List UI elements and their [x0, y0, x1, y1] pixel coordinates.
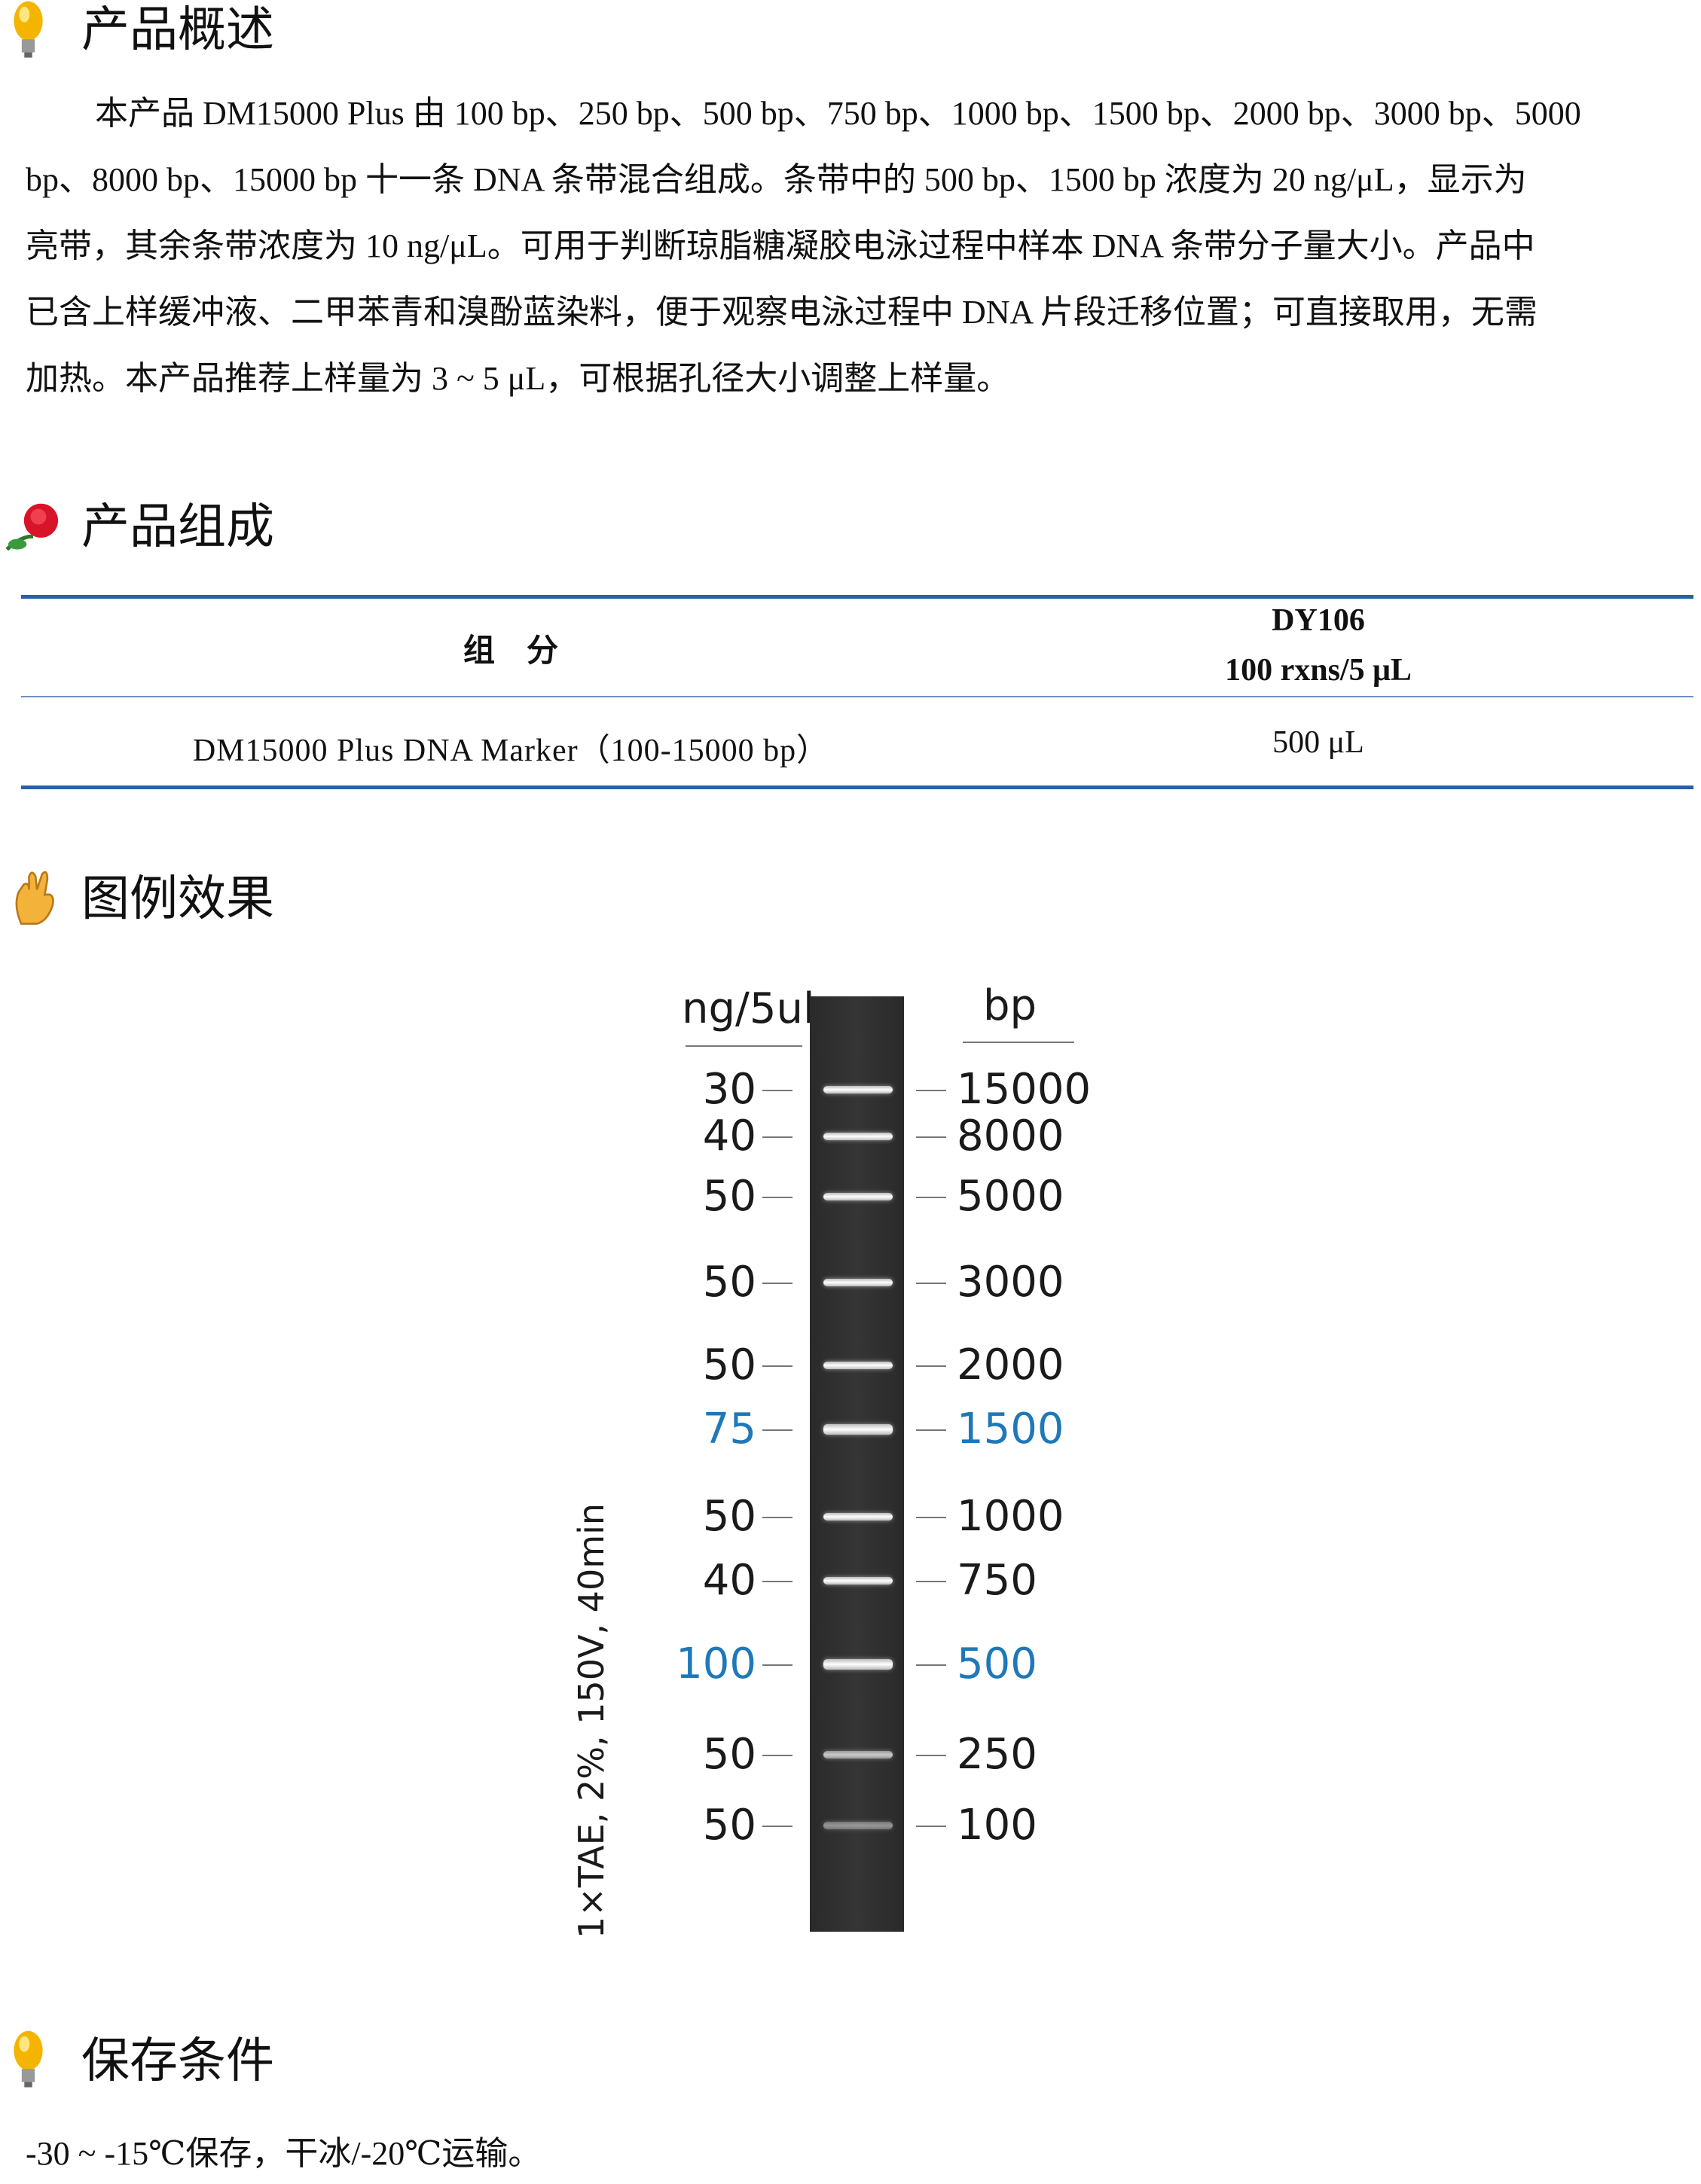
lightbulb-icon [14, 2030, 43, 2088]
section-title-composition: 产品组成 [81, 499, 274, 555]
left-tick [762, 1826, 792, 1827]
table-bottom-rule [21, 785, 1693, 789]
band-ng-label: 40 [702, 1112, 756, 1161]
band-bp-label: 250 [957, 1730, 1037, 1779]
right-tick [916, 1826, 946, 1827]
band-ng-label: 100 [676, 1640, 756, 1688]
right-tick [916, 1090, 946, 1091]
band-ng-label: 30 [702, 1065, 756, 1114]
left-tick [762, 1090, 792, 1091]
table-top-rule [21, 595, 1693, 599]
overview-line: bp、8000 bp、15000 bp 十一条 DNA 条带混合组成。条带中的 … [26, 161, 1527, 198]
section-title-storage: 保存条件 [81, 2033, 274, 2089]
band-bp-label: 8000 [957, 1112, 1064, 1161]
right-tick [916, 1517, 946, 1518]
overview-paragraph: 本产品 DM15000 Plus 由 100 bp、250 bp、500 bp、… [26, 81, 1608, 412]
gel-band [823, 1362, 893, 1369]
band-bp-label: 100 [957, 1801, 1037, 1850]
left-tick [762, 1755, 792, 1756]
table-header-component: 组 分 [463, 632, 558, 669]
table-cell-amount: 500 μL [1272, 725, 1364, 760]
right-tick [916, 1136, 946, 1138]
right-tick [916, 1581, 946, 1582]
overview-line: 已含上样缓冲液、二甲苯青和溴酚蓝染料，便于观察电泳过程中 DNA 片段迁移位置；… [26, 294, 1538, 331]
band-bp-label: 750 [957, 1556, 1037, 1605]
band-bp-label: 15000 [957, 1065, 1092, 1114]
gel-lane [810, 996, 904, 1932]
table-header-spec: 100 rxns/5 μL [1225, 653, 1412, 688]
gel-band [823, 1659, 893, 1670]
left-tick [762, 1365, 792, 1367]
gel-band [823, 1513, 893, 1521]
gel-condition-label: 1×TAE, 2%, 150V, 40min [571, 1502, 612, 1939]
gel-right-header: bp [983, 981, 1037, 1030]
gel-band [823, 1424, 893, 1435]
storage-text: -30 ~ -15℃保存，干冰/-20℃运输。 [26, 2135, 542, 2172]
section-title-example: 图例效果 [81, 871, 274, 927]
band-ng-label: 50 [702, 1801, 756, 1850]
right-tick [916, 1429, 946, 1431]
gel-band [823, 1133, 893, 1140]
left-tick [762, 1664, 792, 1666]
right-header-rule [963, 1042, 1074, 1043]
right-tick [916, 1664, 946, 1666]
band-ng-label: 50 [702, 1730, 756, 1779]
right-tick [916, 1283, 946, 1284]
left-tick [762, 1517, 792, 1518]
overview-line: 亮带，其余条带浓度为 10 ng/μL。可用于判断琼脂糖凝胶电泳过程中样本 DN… [26, 227, 1535, 264]
gel-band [823, 1279, 893, 1286]
band-ng-label: 75 [702, 1405, 756, 1453]
left-tick [762, 1136, 792, 1138]
band-bp-label: 5000 [957, 1172, 1064, 1221]
overview-line: 本产品 DM15000 Plus 由 100 bp、250 bp、500 bp、… [95, 95, 1581, 132]
rose-icon [5, 503, 59, 551]
right-tick [916, 1197, 946, 1198]
left-tick [762, 1197, 792, 1198]
right-tick [916, 1755, 946, 1756]
band-bp-label: 2000 [957, 1341, 1064, 1389]
table-header-divider [21, 696, 1693, 697]
gel-band [823, 1193, 893, 1200]
overview-line: 加热。本产品推荐上样量为 3 ~ 5 μL，可根据孔径大小调整上样量。 [26, 360, 1010, 397]
gel-band [823, 1822, 893, 1829]
table-cell-component: DM15000 Plus DNA Marker（100-15000 bp） [192, 734, 829, 768]
band-bp-label: 1000 [957, 1492, 1064, 1541]
band-bp-label: 3000 [957, 1258, 1064, 1307]
band-bp-label: 1500 [957, 1405, 1064, 1453]
gel-left-header: ng/5ul [682, 984, 815, 1033]
ok-hand-icon [15, 871, 54, 925]
band-ng-label: 50 [702, 1258, 756, 1307]
band-ng-label: 50 [702, 1341, 756, 1389]
band-bp-label: 500 [957, 1640, 1037, 1688]
lightbulb-icon [14, 1, 43, 58]
left-tick [762, 1283, 792, 1284]
band-ng-label: 40 [702, 1556, 756, 1605]
table-header-product-code: DY106 [1272, 603, 1365, 638]
section-title-overview: 产品概述 [81, 2, 274, 58]
gel-band [823, 1086, 893, 1094]
left-tick [762, 1581, 792, 1582]
gel-band [823, 1577, 893, 1585]
band-ng-label: 50 [702, 1492, 756, 1541]
left-header-rule [686, 1045, 802, 1047]
left-tick [762, 1429, 792, 1431]
band-ng-label: 50 [702, 1172, 756, 1221]
right-tick [916, 1365, 946, 1367]
gel-band [823, 1751, 893, 1758]
